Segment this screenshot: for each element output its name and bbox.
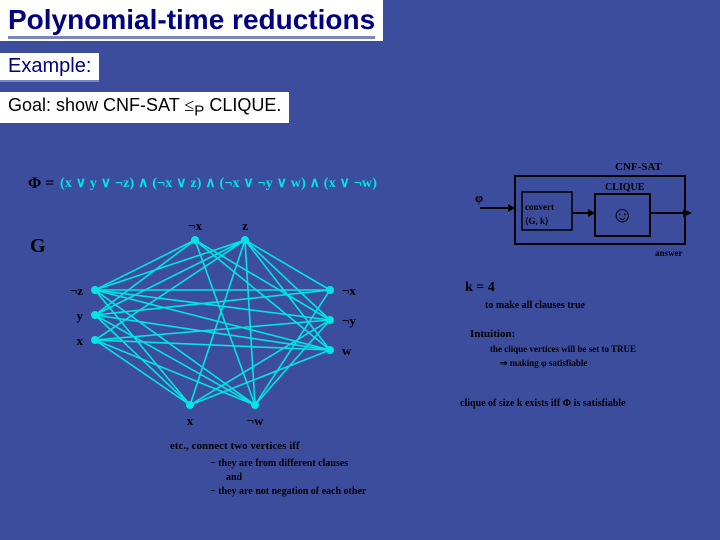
intuition-head: Intuition:	[470, 328, 515, 340]
svg-text:y: y	[77, 308, 84, 323]
reduction-box: CNF-SAT CLIQUE ☺ φ convert ⟨G, k⟩ answer	[460, 158, 710, 268]
intuition-2: ⇒ making φ satisfiable	[500, 358, 587, 369]
k-value: k = 4	[465, 280, 495, 296]
svg-text:¬w: ¬w	[247, 413, 264, 428]
inner-label: CLIQUE	[605, 182, 645, 193]
svg-text:z: z	[242, 218, 248, 233]
etc-head: etc., connect two vertices iff	[170, 440, 300, 452]
iff-line: clique of size k exists iff Φ is satisfi…	[460, 398, 626, 409]
etc-2: − they are not negation of each other	[210, 486, 366, 497]
svg-text:¬x: ¬x	[342, 283, 356, 298]
clique-graph: ¬zyx¬x¬yw¬xzx¬w	[0, 0, 720, 540]
etc-1: − they are from different clauses	[210, 458, 348, 469]
svg-text:φ: φ	[475, 190, 483, 205]
svg-text:⟨G, k⟩: ⟨G, k⟩	[525, 216, 549, 226]
etc-and: and	[226, 472, 242, 483]
svg-text:w: w	[342, 343, 352, 358]
outer-label: CNF-SAT	[615, 161, 663, 173]
k-subtitle: to make all clauses true	[485, 300, 585, 311]
svg-text:☺: ☺	[611, 202, 633, 227]
svg-text:convert: convert	[525, 202, 554, 212]
intuition-1: the clique vertices will be set to TRUE	[490, 344, 636, 354]
svg-text:¬y: ¬y	[342, 313, 356, 328]
svg-text:answer: answer	[655, 248, 683, 258]
svg-text:x: x	[77, 333, 84, 348]
svg-text:¬z: ¬z	[70, 283, 83, 298]
svg-text:¬x: ¬x	[188, 218, 202, 233]
svg-text:x: x	[187, 413, 194, 428]
